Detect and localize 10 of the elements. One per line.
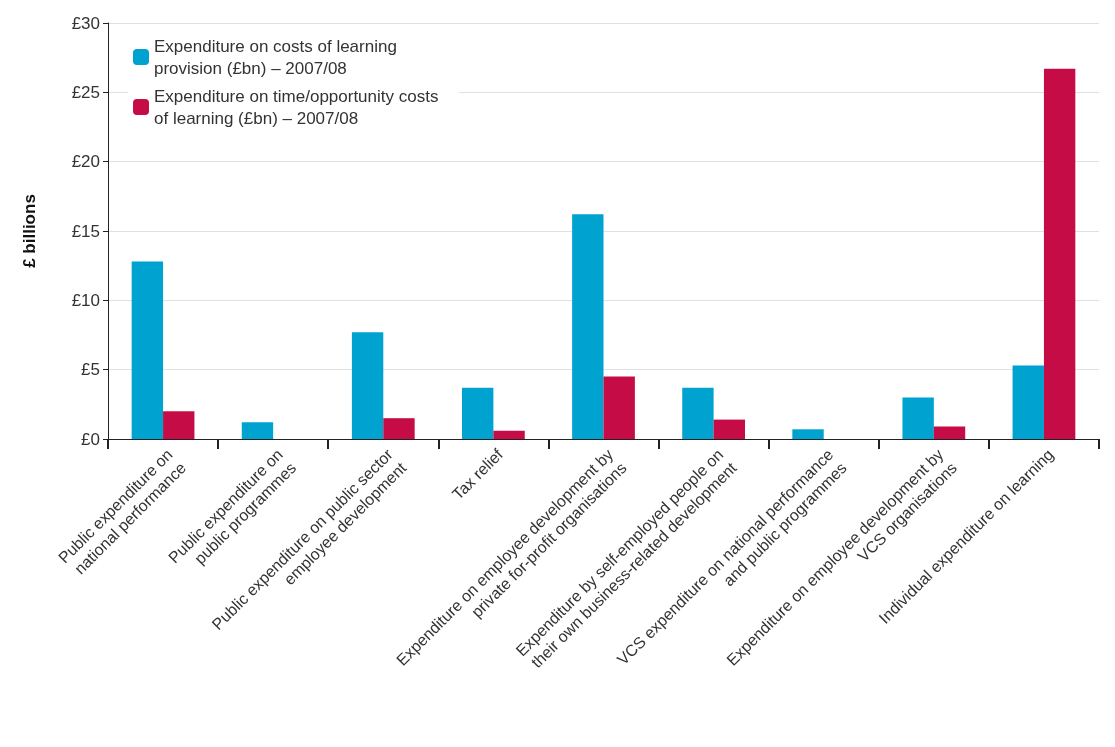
y-tick-label: £5	[81, 360, 100, 380]
y-tick-label: £20	[71, 152, 100, 172]
y-tick-label: £10	[71, 290, 100, 310]
y-tick-label: £15	[71, 221, 100, 241]
y-tick-label: £30	[71, 13, 100, 33]
y-tick-label: £0	[81, 429, 100, 449]
legend-label: Expenditure on time/opportunity costs of learning (£bn) – 2007/08	[154, 86, 444, 128]
legend-label: Expenditure on costs of learning provision (£bn) – 2007/08	[154, 36, 402, 78]
y-tick-label: £25	[71, 82, 100, 102]
y-axis-title: £ billions	[20, 194, 39, 268]
